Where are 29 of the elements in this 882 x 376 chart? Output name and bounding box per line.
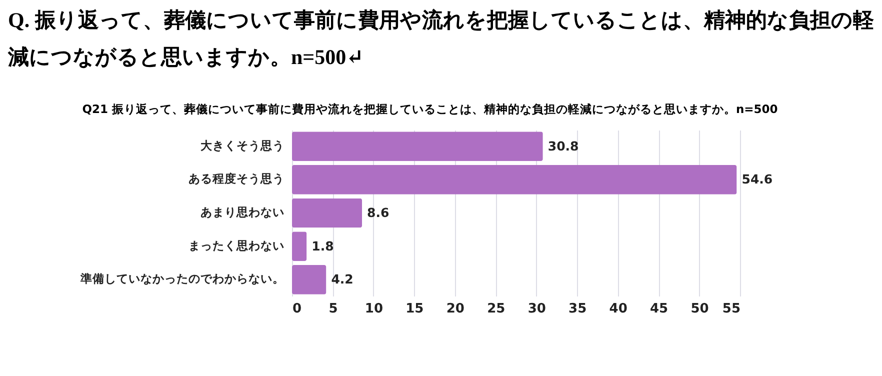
x-tick-label: 0 <box>292 302 302 316</box>
x-tick-label: 35 <box>568 302 587 316</box>
y-tick-label: まったく思わない <box>188 238 284 252</box>
data-label: 4.2 <box>331 272 354 287</box>
bar <box>292 165 737 194</box>
data-label: 30.8 <box>548 138 579 154</box>
x-tick-label: 55 <box>722 302 740 316</box>
bar <box>292 265 326 294</box>
x-tick-label: 20 <box>446 302 464 316</box>
y-tick-label: 大きくそう思う <box>200 138 284 152</box>
data-label: 1.8 <box>312 238 334 254</box>
y-tick-label: あまり思わない <box>200 205 284 219</box>
x-tick-label: 5 <box>328 302 338 316</box>
x-tick-label: 15 <box>406 302 424 316</box>
data-label: 54.6 <box>742 172 773 187</box>
y-tick-label: 準備していなかったのでわからない。 <box>80 272 284 286</box>
x-tick-label: 10 <box>364 302 383 316</box>
x-tick-label: 25 <box>487 302 506 316</box>
y-tick-label: ある程度そう思う <box>188 172 284 186</box>
x-tick-label: 50 <box>690 302 709 316</box>
bar <box>292 132 543 161</box>
x-tick-label: 30 <box>528 302 546 316</box>
bar <box>292 198 362 228</box>
chart-subtitle: Q21 振り返って、葬儀について事前に費用や流れを把握していることは、精神的な負担の軽減につながると思いますか。n=500 <box>81 102 779 117</box>
x-tick-label: 45 <box>650 302 668 316</box>
x-tick-label: 40 <box>609 302 628 316</box>
data-label: 8.6 <box>367 205 390 220</box>
chart-title: Q. 振り返って、葬儀について事前に費用や流れを把握していることは、精神的な負担の軽減につながると思いますか。n=500↵ <box>6 7 875 71</box>
bar <box>292 232 307 261</box>
